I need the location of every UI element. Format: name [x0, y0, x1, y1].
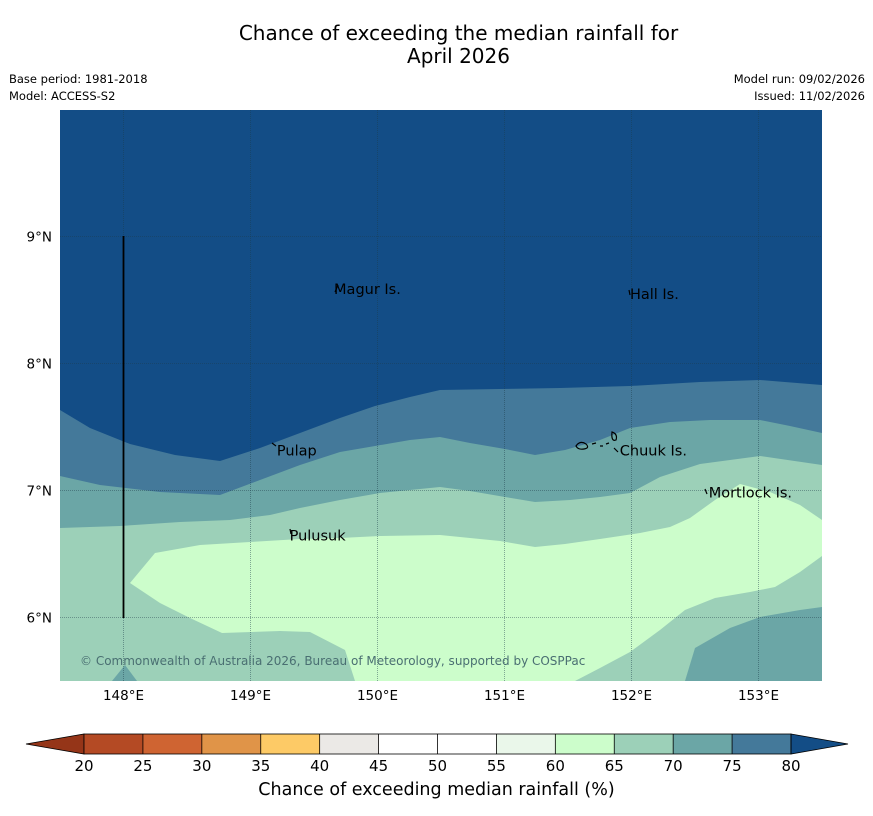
model-run-text: Model run: 09/02/2026: [733, 72, 865, 86]
colorbar-segment: [614, 734, 674, 754]
colorbar-segment: [378, 734, 438, 754]
colorbar-tick-label: 75: [723, 757, 742, 775]
lat-tick-label: 9°N: [27, 230, 52, 246]
colorbar-tick-label: 45: [369, 757, 388, 775]
colorbar-tick-label: 60: [546, 757, 565, 775]
pulusuk-island-shape: [289, 528, 292, 535]
colorbar-tick-label: 65: [605, 757, 624, 775]
colorbar-segment: [732, 734, 792, 754]
lon-tick-label: 150°E: [357, 688, 398, 704]
lon-tick-label: 148°E: [103, 688, 144, 704]
place-labels: Magur Is. Hall Is. Pulap Chuuk Is. Mortlock …: [277, 282, 792, 544]
place-label: Pulap: [277, 443, 317, 459]
map-panel: Magur Is. Hall Is. Pulap Chuuk Is. Mortlock …: [60, 110, 822, 681]
band-60-65: [130, 484, 822, 681]
colorbar-tick-label: 80: [781, 757, 800, 775]
colorbar-segment: [673, 734, 733, 754]
colorbar-segment: [319, 734, 379, 754]
band-70-75-southeast: [685, 607, 822, 681]
lat-tick-label: 8°N: [27, 357, 52, 373]
colorbar-tick-label: 35: [251, 757, 270, 775]
colorbar-tick-label: 40: [310, 757, 329, 775]
lon-tick-label: 149°E: [230, 688, 271, 704]
island-outlines: [271, 284, 708, 535]
colorbar-tick-label: 20: [74, 757, 93, 775]
graticule: [60, 110, 822, 681]
model-run-info: Model run: 09/02/2026 Issued: 11/02/2026: [734, 71, 865, 105]
title-line-1: Chance of exceeding the median rainfall …: [238, 21, 679, 45]
issued-text: Issued: 11/02/2026: [754, 89, 865, 103]
mortlock-island-shape: [704, 488, 708, 495]
hall-island-shape: [628, 289, 631, 296]
band-70-75-southwest: [112, 665, 137, 681]
copyright-notice: © Commonwealth of Australia 2026, Bureau…: [80, 654, 585, 668]
lat-tick-label: 6°N: [27, 611, 52, 627]
colorbar-under-arrow: [25, 733, 85, 755]
colorbar: 20 25 30 35 40 45 50 55 60 65 70 75 80: [25, 733, 849, 775]
colorbar-segment: [555, 734, 615, 754]
place-label: Chuuk Is.: [620, 443, 687, 459]
colorbar-tick-label: 70: [664, 757, 683, 775]
colorbar-tick-label: 30: [192, 757, 211, 775]
colorbar-tick-label: 55: [487, 757, 506, 775]
chart-title: Chance of exceeding the median rainfall …: [0, 22, 873, 68]
title-line-2: April 2026: [407, 44, 510, 68]
lon-tick-label: 153°E: [738, 688, 779, 704]
colorbar-tick-label: 50: [428, 757, 447, 775]
colorbar-segment: [437, 734, 497, 754]
magur-island-shape: [334, 284, 339, 293]
place-label: Pulusuk: [290, 528, 347, 544]
colorbar-segment: [496, 734, 556, 754]
place-label: Mortlock Is.: [709, 485, 792, 501]
colorbar-segment: [260, 734, 320, 754]
model-text: Model: ACCESS-S2: [9, 89, 116, 103]
lon-tick-label: 151°E: [484, 688, 525, 704]
colorbar-over-arrow: [790, 733, 849, 755]
latitude-axis: 9°N 8°N 7°N 6°N: [27, 230, 52, 627]
pulap-island-shape: [271, 442, 277, 447]
colorbar-segment: [84, 734, 144, 754]
colorbar-outline: [83, 733, 792, 755]
colorbar-tick-label: 25: [133, 757, 152, 775]
base-period-text: Base period: 1981-2018: [9, 72, 148, 86]
colorbar-segment: [142, 734, 203, 754]
place-label: Magur Is.: [334, 282, 401, 298]
longitude-axis: 148°E 149°E 150°E 151°E 152°E 153°E: [103, 688, 779, 704]
chuuk-lagoon-shape: [575, 431, 619, 453]
colorbar-segment: [201, 734, 262, 754]
lat-tick-label: 7°N: [27, 484, 52, 500]
place-label: Hall Is.: [630, 287, 679, 303]
colorbar-title: Chance of exceeding median rainfall (%): [258, 780, 615, 800]
lon-tick-label: 152°E: [611, 688, 652, 704]
base-period-info: Base period: 1981-2018 Model: ACCESS-S2: [9, 71, 148, 105]
